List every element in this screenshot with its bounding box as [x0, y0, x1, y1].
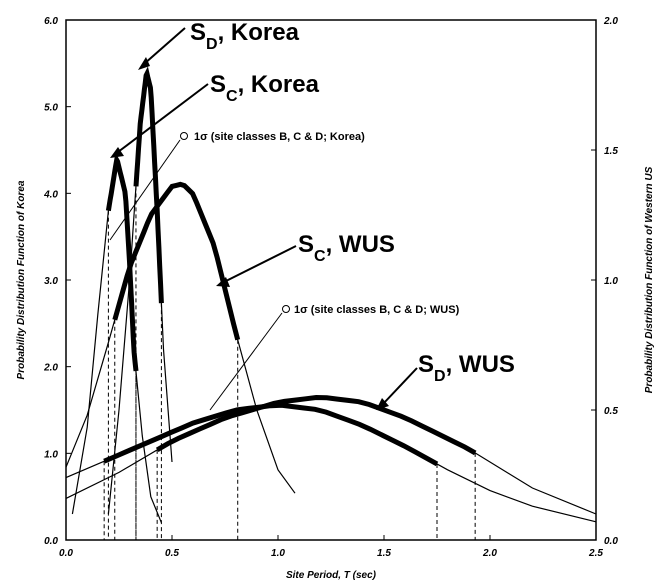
annotation-layer: SD, Korea SC, Korea SC, WUS SD, WUS 1σ (…	[109, 19, 515, 411]
x-axis-label: Site Period, T (sec)	[286, 570, 377, 581]
sd-wus-label: SD, WUS	[418, 351, 515, 385]
arrowhead-sc-korea	[110, 147, 124, 158]
series-layer	[65, 66, 597, 540]
leader-wus-sigma	[209, 312, 283, 411]
series-band-sc-wus	[112, 181, 241, 341]
series-band-sd-korea	[133, 66, 164, 304]
diamond-marker-wus	[282, 305, 290, 313]
y-right-tick-label: 0.0	[604, 536, 618, 547]
y-axis-right-label: Probability Distribution Function of Wes…	[644, 166, 655, 393]
note-wus-sigma: 1σ (site classes B, C & D; WUS)	[294, 304, 460, 316]
y-right-tick-label: 2.0	[603, 16, 618, 27]
y-left-tick-label: 0.0	[44, 536, 58, 547]
sd-korea-label: SD, Korea	[190, 19, 300, 53]
y-right-tick-label: 1.0	[604, 276, 618, 287]
y-left-tick-label: 5.0	[44, 103, 58, 114]
series-line-sc-korea	[71, 158, 162, 523]
x-tick-label: 2.5	[588, 548, 603, 559]
arrowhead-sd-korea	[138, 57, 150, 70]
tick-layer: 0.0 0.5 1.0 1.5 2.0 2.50.01.02.03.04.05.06.00…	[43, 16, 618, 559]
note-korea-sigma: 1σ (site classes B, C & D; Korea)	[194, 131, 365, 143]
y-axis-left-label: Probability Distribution Function of Kor…	[16, 180, 27, 379]
y-left-tick-label: 1.0	[44, 449, 58, 460]
series-band-sc-korea	[105, 152, 139, 372]
x-tick-label: 0.5	[165, 548, 179, 559]
x-tick-label: 1.5	[377, 548, 391, 559]
series-line-korea-style-curve-at-wus-peak	[65, 404, 597, 523]
series-band-sd-wus	[155, 394, 477, 456]
x-tick-label: 1.0	[271, 548, 285, 559]
y-right-tick-label: 0.5	[604, 406, 618, 417]
x-tick-label: 2.0	[482, 548, 497, 559]
y-right-tick-label: 1.5	[604, 146, 618, 157]
arrow-sc-wus	[223, 245, 297, 283]
y-left-tick-label: 4.0	[43, 189, 58, 200]
diamond-marker-korea	[180, 132, 188, 140]
x-tick-label: 0.0	[59, 548, 73, 559]
sc-korea-label: SC, Korea	[210, 71, 320, 105]
leader-korea-sigma	[109, 139, 181, 241]
y-left-tick-label: 2.0	[43, 363, 58, 374]
series-band-korea-style-curve-at-wus-peak	[103, 402, 439, 467]
series-line-sc-wus	[65, 183, 296, 494]
arrowhead-sd-wus	[376, 398, 389, 410]
sc-wus-label: SC, WUS	[298, 231, 395, 265]
arrow-sc-korea	[117, 83, 209, 153]
arrow-sd-wus	[382, 367, 418, 405]
arrow-sd-korea	[143, 27, 186, 65]
y-left-tick-label: 6.0	[44, 16, 58, 27]
arrowhead-sc-wus	[216, 277, 230, 287]
y-left-tick-label: 3.0	[44, 276, 58, 287]
